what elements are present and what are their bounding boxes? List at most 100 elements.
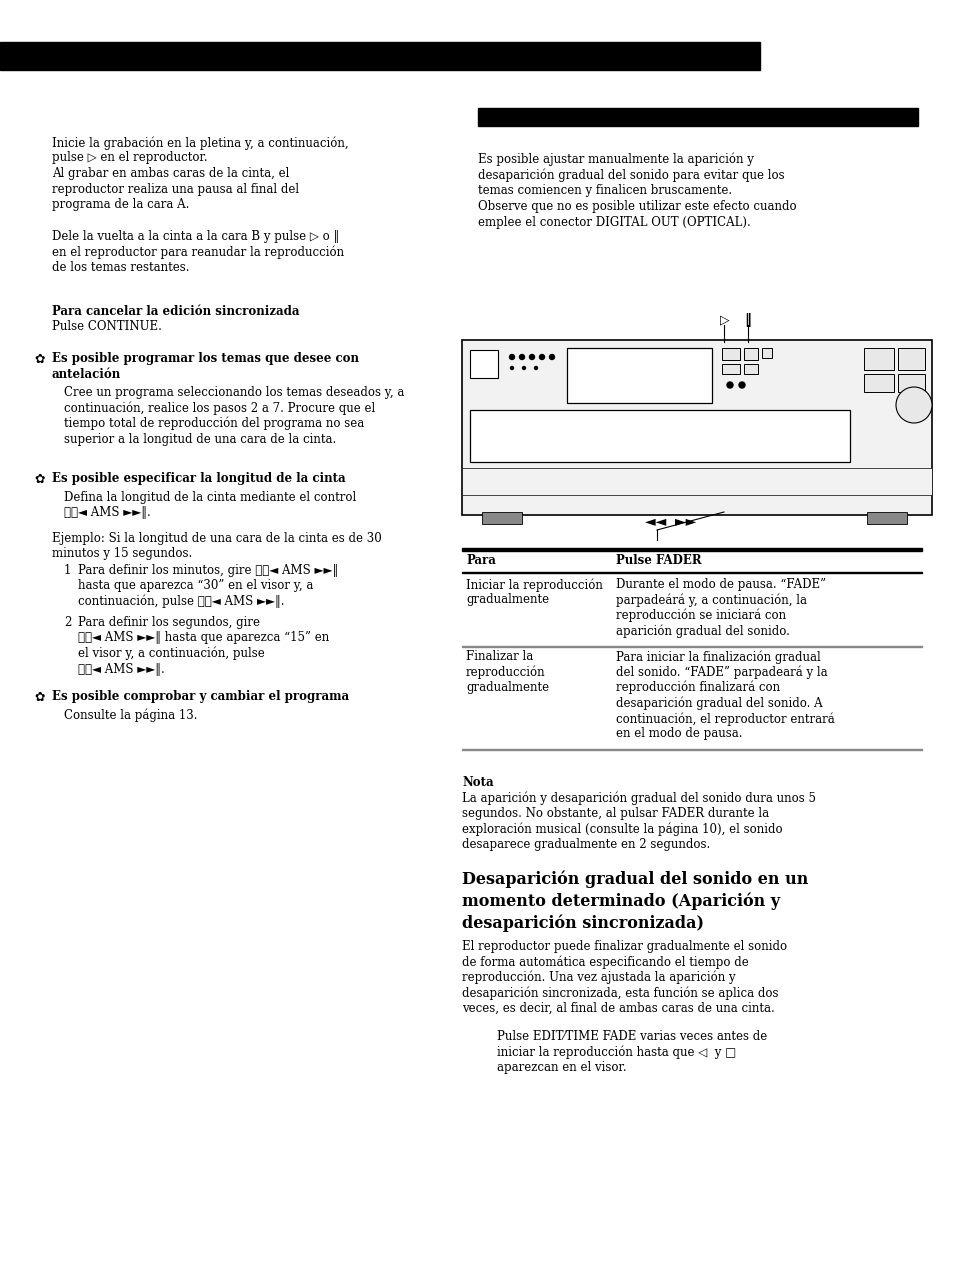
Bar [481,512,521,524]
Text: ⧏⧏◄ AMS ►►‖.: ⧏⧏◄ AMS ►►‖. [64,506,151,519]
Text: 1: 1 [64,564,71,577]
Circle shape [534,367,537,369]
Text: desaparición gradual del sonido para evitar que los: desaparición gradual del sonido para evi… [477,168,783,181]
Text: Cree un programa seleccionando los temas deseados y, a: Cree un programa seleccionando los temas… [64,386,404,399]
Bar [761,348,771,358]
Text: Observe que no es posible utilizar este efecto cuando: Observe que no es posible utilizar este … [477,200,796,213]
Text: tiempo total de reproducción del programa no sea: tiempo total de reproducción del program… [64,417,364,431]
Text: Pulse CONTINUE.: Pulse CONTINUE. [52,320,162,333]
Text: Es posible ajustar manualmente la aparición y: Es posible ajustar manualmente la aparic… [477,152,753,166]
Circle shape [519,354,524,359]
Text: Para iniciar la finalización gradual: Para iniciar la finalización gradual [616,650,820,664]
Text: Para definir los minutos, gire ⧏⧏◄ AMS ►►‖: Para definir los minutos, gire ⧏⧏◄ AMS ►… [78,564,338,577]
Text: momento determinado (Aparición y: momento determinado (Aparición y [461,892,780,910]
Text: aparezcan en el visor.: aparezcan en el visor. [497,1061,626,1074]
Text: Para cancelar la edición sincronizada: Para cancelar la edición sincronizada [52,304,299,318]
Text: segundos. No obstante, al pulsar FADER durante la: segundos. No obstante, al pulsar FADER d… [461,806,768,820]
Text: Pulse FADER: Pulse FADER [616,554,700,567]
Text: ⧏⧏◄ AMS ►►‖ hasta que aparezca “15” en: ⧏⧏◄ AMS ►►‖ hasta que aparezca “15” en [78,632,329,645]
Text: ◄◄  ►►: ◄◄ ►► [644,515,696,529]
Bar [743,364,758,375]
Text: Ejemplo: Si la longitud de una cara de la cinta es de 30: Ejemplo: Si la longitud de una cara de l… [52,533,381,545]
Text: ‖: ‖ [743,313,750,327]
Circle shape [529,354,534,359]
Bar [897,375,924,392]
Text: del sonido. “FADE” parpadeará y la: del sonido. “FADE” parpadeará y la [616,665,827,679]
Text: superior a la longitud de una cara de la cinta.: superior a la longitud de una cara de la… [64,432,335,446]
Text: Defina la longitud de la cinta mediante el control: Defina la longitud de la cinta mediante … [64,490,355,503]
Text: Iniciar la reproducción: Iniciar la reproducción [465,578,602,591]
Text: hasta que aparezca “30” en el visor y, a: hasta que aparezca “30” en el visor y, a [78,580,313,592]
Bar [470,350,497,378]
Text: reproducción. Una vez ajustada la aparición y: reproducción. Una vez ajustada la aparic… [461,971,735,985]
Circle shape [739,382,744,389]
Text: Desaparición gradual del sonido en un: Desaparición gradual del sonido en un [461,870,807,888]
Text: minutos y 15 segundos.: minutos y 15 segundos. [52,548,193,561]
Text: Consulte la página 13.: Consulte la página 13. [64,708,197,722]
Text: de forma automática especificando el tiempo de: de forma automática especificando el tie… [461,956,748,970]
Bar [721,364,740,375]
Text: Es posible especificar la longitud de la cinta: Es posible especificar la longitud de la… [52,471,345,485]
Text: de los temas restantes.: de los temas restantes. [52,261,190,274]
Text: Dele la vuelta a la cinta a la cara B y pulse ▷ o ‖: Dele la vuelta a la cinta a la cara B y … [52,231,339,243]
Circle shape [539,354,544,359]
Text: Es posible programar los temas que desee con: Es posible programar los temas que desee… [52,352,358,364]
Text: Durante el modo de pausa. “FADE”: Durante el modo de pausa. “FADE” [616,578,825,591]
Text: temas comiencen y finalicen bruscamente.: temas comiencen y finalicen bruscamente. [477,183,731,197]
Text: en el reproductor para reanudar la reproducción: en el reproductor para reanudar la repro… [52,246,344,259]
Text: antelación: antelación [52,367,121,381]
Text: Es posible comprobar y cambiar el programa: Es posible comprobar y cambiar el progra… [52,691,349,703]
Text: desaparición sincronizada): desaparición sincronizada) [461,913,703,931]
Bar [743,348,758,361]
Circle shape [522,367,525,369]
Text: Para definir los segundos, gire: Para definir los segundos, gire [78,617,260,629]
Text: continuación, realice los pasos 2 a 7. Procure que el: continuación, realice los pasos 2 a 7. P… [64,401,375,415]
Bar [470,410,849,462]
Text: reproducción se iniciará con: reproducción se iniciará con [616,609,785,623]
Bar [461,340,931,515]
Text: continuación, el reproductor entrará: continuación, el reproductor entrará [616,712,834,725]
Text: desaparición sincronizada, esta función se aplica dos: desaparición sincronizada, esta función … [461,986,778,1000]
Text: reproducción: reproducción [465,665,545,679]
Text: Nota: Nota [461,776,493,789]
Text: aparición gradual del sonido.: aparición gradual del sonido. [616,624,789,638]
Text: programa de la cara A.: programa de la cara A. [52,197,190,211]
Bar [461,468,931,496]
Bar [721,348,740,361]
Text: iniciar la reproducción hasta que ◁  y □: iniciar la reproducción hasta que ◁ y □ [497,1046,736,1059]
Bar [0,42,760,70]
Text: continuación, pulse ⧏⧏◄ AMS ►►‖.: continuación, pulse ⧏⧏◄ AMS ►►‖. [78,595,284,609]
Bar [866,512,906,524]
Text: veces, es decir, al final de ambas caras de una cinta.: veces, es decir, al final de ambas caras… [461,1001,774,1015]
Bar [897,348,924,369]
Text: parpadeárá y, a continuación, la: parpadeárá y, a continuación, la [616,594,806,606]
Text: ✿: ✿ [34,473,45,485]
Circle shape [509,354,514,359]
Text: ✿: ✿ [34,691,45,705]
Text: gradualmente: gradualmente [465,682,549,694]
Text: El reproductor puede finalizar gradualmente el sonido: El reproductor puede finalizar gradualme… [461,940,786,953]
Text: ▷: ▷ [720,313,729,326]
Text: Finalizar la: Finalizar la [465,650,533,662]
Text: ✿: ✿ [34,353,45,366]
Text: desaparición gradual del sonido. A: desaparición gradual del sonido. A [616,697,821,710]
Text: exploración musical (consulte la página 10), el sonido: exploración musical (consulte la página … [461,823,781,836]
Circle shape [895,387,931,423]
Text: reproductor realiza una pausa al final del: reproductor realiza una pausa al final d… [52,182,299,195]
Bar [863,348,893,369]
Text: desaparece gradualmente en 2 segundos.: desaparece gradualmente en 2 segundos. [461,838,709,851]
Circle shape [726,382,732,389]
Bar [566,348,711,403]
Text: emplee el conector DIGITAL OUT (OPTICAL).: emplee el conector DIGITAL OUT (OPTICAL)… [477,217,750,229]
Circle shape [549,354,554,359]
Text: gradualmente: gradualmente [465,594,549,606]
Text: reproducción finalizará con: reproducción finalizará con [616,682,780,694]
Text: 2: 2 [64,617,71,629]
Circle shape [510,367,513,369]
Text: en el modo de pausa.: en el modo de pausa. [616,727,741,740]
Bar [477,108,917,126]
Text: Al grabar en ambas caras de la cinta, el: Al grabar en ambas caras de la cinta, el [52,167,289,180]
Text: ⧏⧏◄ AMS ►►‖.: ⧏⧏◄ AMS ►►‖. [78,662,165,675]
Text: La aparición y desaparición gradual del sonido dura unos 5: La aparición y desaparición gradual del … [461,791,815,805]
Bar [863,375,893,392]
